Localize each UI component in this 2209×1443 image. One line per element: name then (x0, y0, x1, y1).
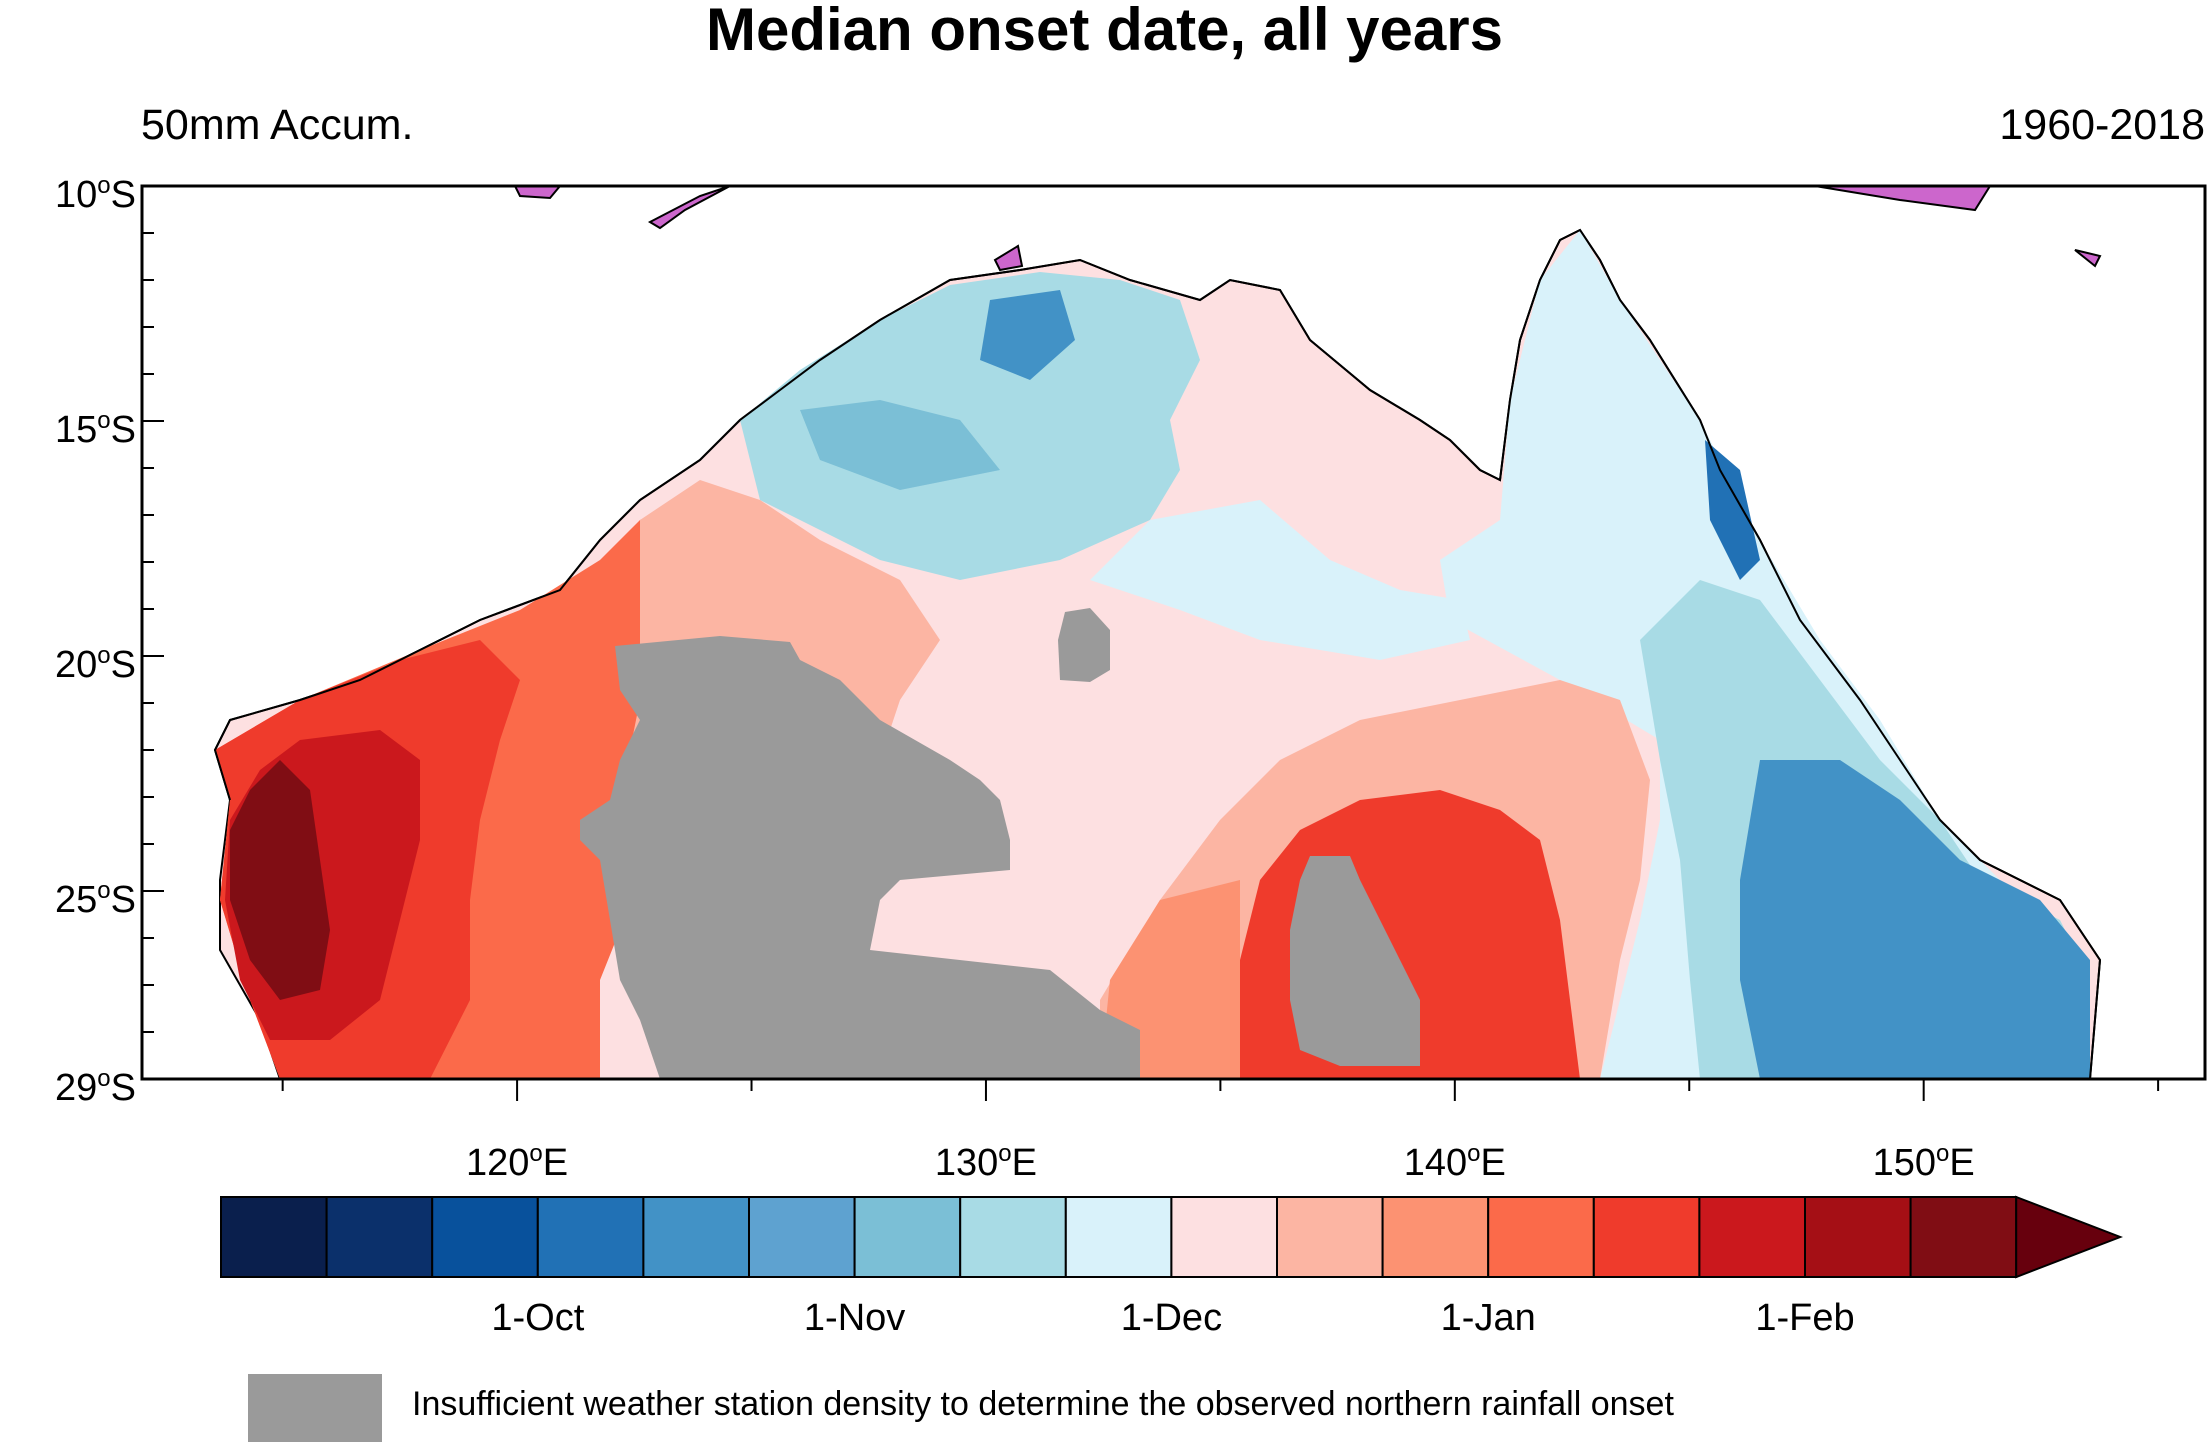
coastline (213, 228, 2102, 1079)
qld-coastal-dark (1705, 440, 1760, 580)
lat-label: 10oS (55, 172, 136, 216)
colorbar-bin (1170, 1196, 1279, 1278)
qld-dark (1740, 760, 2090, 1079)
lon-label: 130oE (934, 1140, 1038, 1184)
colorbar-bin (1804, 1196, 1912, 1278)
colorbar-arrow (2015, 1195, 2123, 1279)
subtitle-right: 1960-2018 (1999, 101, 2205, 149)
neighbour-island (993, 244, 1024, 272)
neighbour-island (647, 186, 731, 230)
lat-label: 20oS (55, 642, 136, 686)
gulf-light (1090, 500, 1470, 660)
top-end-mid (800, 400, 1000, 490)
legend-swatch (248, 1374, 382, 1442)
colorbar-bin (1381, 1196, 1490, 1278)
no-data-region (580, 636, 1140, 1079)
colorbar-bin (1487, 1196, 1595, 1278)
colorbar-label: 1-Feb (1755, 1297, 1855, 1339)
map-frame (140, 184, 2207, 1081)
lat-label: 15oS (55, 407, 136, 451)
lat-label: 29oS (55, 1065, 136, 1109)
colorbar-bin (853, 1196, 962, 1278)
top-end-blue (740, 272, 1200, 580)
colorbar-label: 1-Jan (1440, 1297, 1536, 1339)
colorbar-bin (325, 1196, 434, 1278)
neighbour-island (513, 186, 562, 200)
page-title: Median onset date, all years (706, 0, 1503, 63)
colorbar-bin (1698, 1196, 1807, 1278)
colorbar-label: 1-Dec (1120, 1297, 1223, 1339)
no-data-region (1290, 856, 1420, 1066)
colorbar (220, 1195, 2123, 1279)
colorbar-bin (431, 1196, 539, 1278)
map-panel (142, 186, 2205, 1079)
lon-label: 150oE (1872, 1140, 1975, 1184)
lat-label: 25oS (55, 877, 136, 921)
legend-text: Insufficient weather station density to … (412, 1385, 1674, 1423)
lon-label: 140oE (1403, 1140, 1506, 1184)
colorbar-bin (959, 1196, 1067, 1278)
wa-darkest-red (230, 760, 330, 1000)
colorbar-bin (536, 1196, 645, 1278)
colorbar-bin (1909, 1196, 2018, 1278)
colorbar-bin (220, 1196, 328, 1278)
top-end-dark (980, 290, 1075, 380)
neighbour-island (2074, 249, 2102, 268)
colorbar-label: 1-Oct (491, 1297, 585, 1339)
colorbar-bin (1064, 1196, 1173, 1278)
colorbar-label: 1-Nov (803, 1297, 906, 1339)
colorbar-bin (642, 1196, 751, 1278)
colorbar-bin (748, 1196, 856, 1278)
no-data-region (1058, 608, 1110, 682)
colorbar-bin (1276, 1196, 1384, 1278)
colorbar-bin (1592, 1196, 1701, 1278)
lon-label: 120oE (466, 1140, 569, 1184)
axis-ticks (142, 185, 2160, 1101)
subtitle-left: 50mm Accum. (141, 101, 414, 149)
neighbour-island (1814, 186, 1992, 212)
